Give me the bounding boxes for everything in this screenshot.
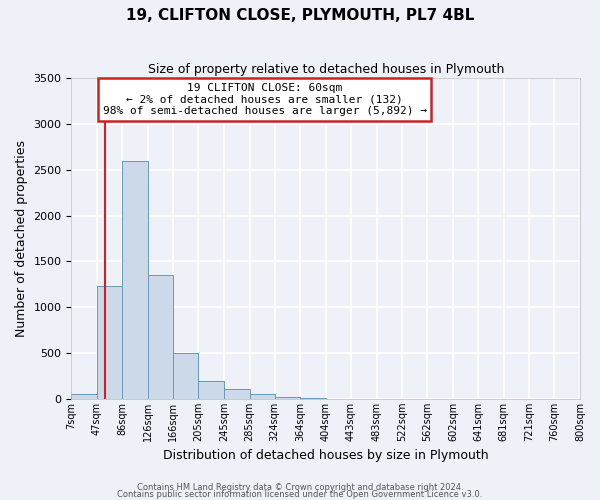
Text: 19 CLIFTON CLOSE: 60sqm
← 2% of detached houses are smaller (132)
98% of semi-de: 19 CLIFTON CLOSE: 60sqm ← 2% of detached…: [103, 83, 427, 116]
Bar: [97, 286, 122, 399]
Bar: [224, 389, 250, 399]
Bar: [148, 275, 173, 399]
Text: Contains public sector information licensed under the Open Government Licence v3: Contains public sector information licen…: [118, 490, 482, 499]
Bar: [199, 380, 224, 399]
Title: Size of property relative to detached houses in Plymouth: Size of property relative to detached ho…: [148, 62, 504, 76]
Bar: [122, 162, 148, 399]
Bar: [275, 397, 301, 399]
Bar: [71, 394, 97, 399]
Text: 19, CLIFTON CLOSE, PLYMOUTH, PL7 4BL: 19, CLIFTON CLOSE, PLYMOUTH, PL7 4BL: [126, 8, 474, 22]
Text: Contains HM Land Registry data © Crown copyright and database right 2024.: Contains HM Land Registry data © Crown c…: [137, 484, 463, 492]
X-axis label: Distribution of detached houses by size in Plymouth: Distribution of detached houses by size …: [163, 450, 488, 462]
Y-axis label: Number of detached properties: Number of detached properties: [15, 140, 28, 337]
Bar: [250, 394, 275, 399]
Bar: [173, 353, 199, 399]
